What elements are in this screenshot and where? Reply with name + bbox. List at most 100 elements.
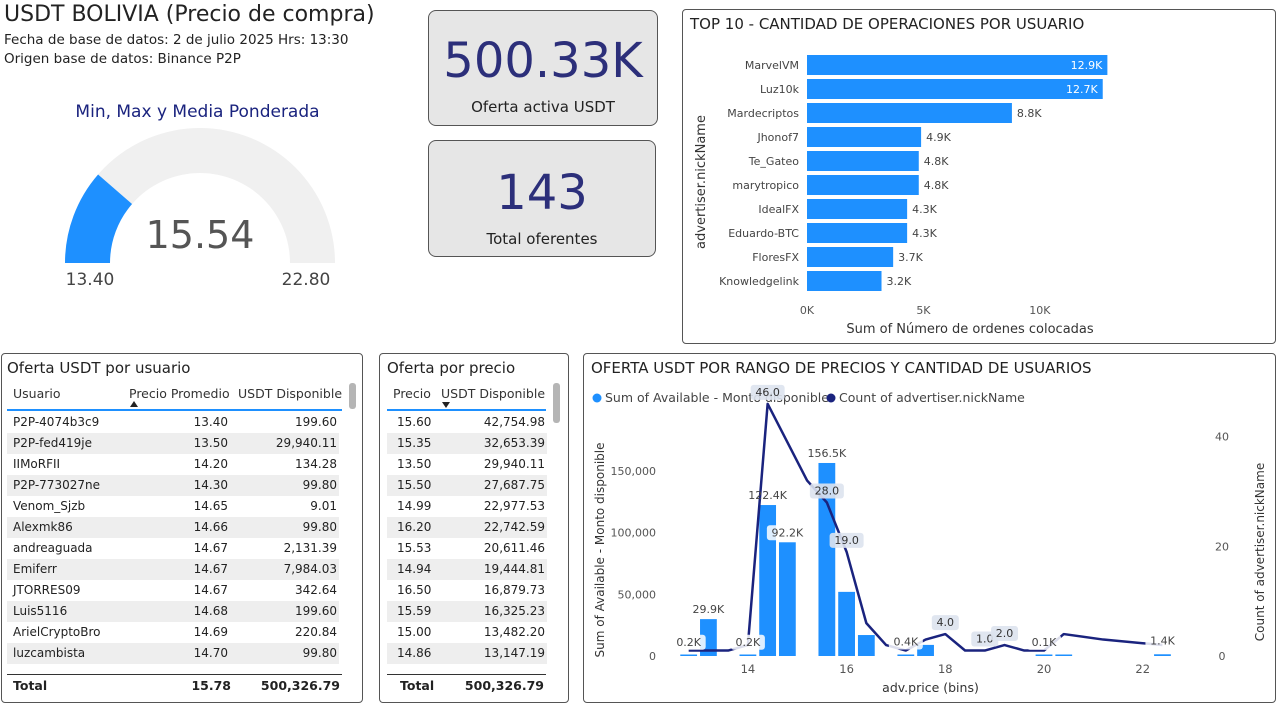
top10-bar[interactable]: [807, 127, 922, 147]
top10-bar[interactable]: [807, 151, 919, 171]
users-table-scrollbar[interactable]: [349, 383, 356, 409]
kpi-card-offer[interactable]: 500.33K Oferta activa USDT: [428, 10, 658, 126]
total-usdt-disponible: 500,326.79: [260, 678, 340, 693]
top10-bar[interactable]: [807, 79, 1103, 99]
combo-chart-panel[interactable]: OFERTA USDT POR RANGO DE PRECIOS Y CANTI…: [583, 353, 1276, 703]
table-row[interactable]: Venom_Sjzb 14.65 9.01: [7, 496, 339, 517]
total-precio-promedio: 15.78: [191, 678, 231, 693]
sort-ascending-icon[interactable]: [130, 401, 138, 407]
cell-usuario: Alexmk86: [13, 520, 73, 534]
top10-data-label: 3.2K: [887, 275, 912, 288]
combo-bar[interactable]: [1055, 654, 1073, 657]
price-table-scrollbar[interactable]: [553, 383, 560, 423]
table-row[interactable]: P2P-fed419je 13.50 29,940.11: [7, 433, 339, 454]
combo-line-label-bg: [750, 384, 785, 400]
col-header-precio[interactable]: Precio: [393, 386, 431, 401]
users-table-body[interactable]: P2P-4074b3c9 13.40 199.60 P2P-fed419je 13.50…: [7, 412, 339, 674]
table-row[interactable]: Alexmk86 14.66 99.80: [7, 517, 339, 538]
top10-y-axis-label: advertiser.nickName: [694, 115, 709, 249]
price-table-total: Total 500,326.79: [387, 674, 546, 696]
combo-bar[interactable]: [857, 635, 875, 656]
cell-usdt-disponible: 342.64: [295, 583, 337, 597]
table-row[interactable]: ArielCryptoBro 14.69 220.84: [7, 622, 339, 643]
table-row[interactable]: 16.20 22,742.59: [387, 517, 547, 538]
table-row[interactable]: 16.50 16,879.73: [387, 580, 547, 601]
cell-precio-promedio: 14.69: [193, 625, 228, 639]
table-row[interactable]: 14.94 19,444.81: [387, 559, 547, 580]
col-header-precio-promedio[interactable]: Precio Promedio: [129, 386, 230, 401]
cell-precio: 15.00: [397, 625, 432, 639]
top10-bar[interactable]: [807, 199, 908, 219]
top10-data-label: 3.7K: [898, 251, 923, 264]
table-row[interactable]: 14.86 13,147.19: [387, 643, 547, 664]
table-row[interactable]: P2P-4074b3c9 13.40 199.60: [7, 412, 339, 433]
top10-bar[interactable]: [807, 103, 1012, 123]
cell-usuario: P2P-4074b3c9: [13, 415, 100, 429]
combo-x-tick: 22: [1135, 662, 1150, 676]
cell-usuario: ArielCryptoBro: [13, 625, 101, 639]
cell-precio-promedio: 14.68: [193, 604, 228, 618]
col-header-usuario[interactable]: Usuario: [13, 386, 61, 401]
users-table-panel[interactable]: Oferta USDT por usuario Usuario Precio P…: [1, 353, 363, 703]
table-row[interactable]: Luis5116 14.68 199.60: [7, 601, 339, 622]
col-header-usdt-disponible-precio[interactable]: USDT Disponible: [441, 386, 546, 401]
top10-category-label: IdealFX: [758, 203, 799, 216]
table-row[interactable]: 15.50 27,687.75: [387, 475, 547, 496]
table-row[interactable]: 15.53 20,611.46: [387, 538, 547, 559]
price-table-panel[interactable]: Oferta por precio Precio USDT Disponible…: [379, 353, 569, 703]
cell-usuario: luzcambista: [13, 646, 86, 660]
combo-x-tick: 18: [938, 662, 953, 676]
top10-data-label: 4.8K: [924, 179, 949, 192]
table-row[interactable]: 15.35 32,653.39: [387, 433, 547, 454]
top10-bar[interactable]: [807, 55, 1108, 75]
top10-panel[interactable]: TOP 10 - CANTIDAD DE OPERACIONES POR USU…: [682, 9, 1276, 344]
table-row[interactable]: 13.50 29,940.11: [387, 454, 547, 475]
combo-bar[interactable]: [759, 505, 777, 656]
legend-line-label: Count of advertiser.nickName: [839, 390, 1025, 405]
combo-bar[interactable]: [680, 654, 698, 657]
top10-bar[interactable]: [807, 223, 908, 243]
kpi-offer-label: Oferta activa USDT: [471, 98, 615, 116]
combo-bar[interactable]: [1035, 654, 1053, 657]
table-row[interactable]: andreaguada 14.67 2,131.39: [7, 538, 339, 559]
top10-data-label: 12.7K: [1066, 83, 1098, 96]
combo-line-series[interactable]: [688, 402, 1163, 652]
top10-chart[interactable]: 0K 5K 10K MarvelVM 12.9K Luz10k 12.7K Mardecrip…: [683, 10, 1275, 343]
table-row[interactable]: 14.99 22,977.53: [387, 496, 547, 517]
cell-usdt-disponible: 99.80: [302, 646, 337, 660]
combo-bar-data-label: 92.2K: [772, 526, 804, 539]
kpi-card-offerers[interactable]: 143 Total oferentes: [428, 140, 656, 257]
table-row[interactable]: P2P-773027ne 14.30 99.80: [7, 475, 339, 496]
table-row[interactable]: luzcambista 14.70 99.80: [7, 643, 339, 664]
combo-bar[interactable]: [778, 542, 796, 656]
col-header-usdt-disponible[interactable]: USDT Disponible: [238, 386, 343, 401]
sort-descending-icon[interactable]: [442, 402, 450, 408]
table-row[interactable]: 15.00 13,482.20: [387, 622, 547, 643]
cell-usuario: IIMoRFII: [13, 457, 61, 471]
combo-bar[interactable]: [838, 591, 855, 656]
top10-bar[interactable]: [807, 247, 894, 267]
cell-usdt-disponible: 22,977.53: [483, 499, 545, 513]
cell-precio: 14.99: [397, 499, 432, 513]
combo-bar[interactable]: [897, 654, 915, 657]
combo-bar[interactable]: [1154, 654, 1171, 656]
table-row[interactable]: 15.60 42,754.98: [387, 412, 547, 433]
cell-precio-promedio: 14.70: [193, 646, 228, 660]
cell-precio: 15.60: [397, 415, 432, 429]
top10-bar[interactable]: [807, 271, 882, 291]
combo-bar[interactable]: [917, 644, 934, 656]
total-label: Total: [13, 678, 48, 693]
price-table-body[interactable]: 15.60 42,754.98 15.35 32,653.39 13.50 29,940.…: [387, 412, 547, 674]
combo-bar[interactable]: [739, 654, 757, 657]
table-row[interactable]: IIMoRFII 14.20 134.28: [7, 454, 339, 475]
top10-bar[interactable]: [807, 175, 919, 195]
combo-bar-data-label: 122.4K: [748, 489, 787, 502]
table-row[interactable]: Emiferr 14.67 7,984.03: [7, 559, 339, 580]
price-gauge[interactable]: [50, 125, 350, 300]
combo-chart[interactable]: Sum of Available - Monto disponible Count…: [584, 354, 1275, 702]
cell-precio: 14.86: [397, 646, 432, 660]
table-row[interactable]: 15.59 16,325.23: [387, 601, 547, 622]
combo-line-label-bg: [809, 483, 844, 499]
cell-usdt-disponible: 9.01: [310, 499, 337, 513]
table-row[interactable]: JTORRES09 14.67 342.64: [7, 580, 339, 601]
